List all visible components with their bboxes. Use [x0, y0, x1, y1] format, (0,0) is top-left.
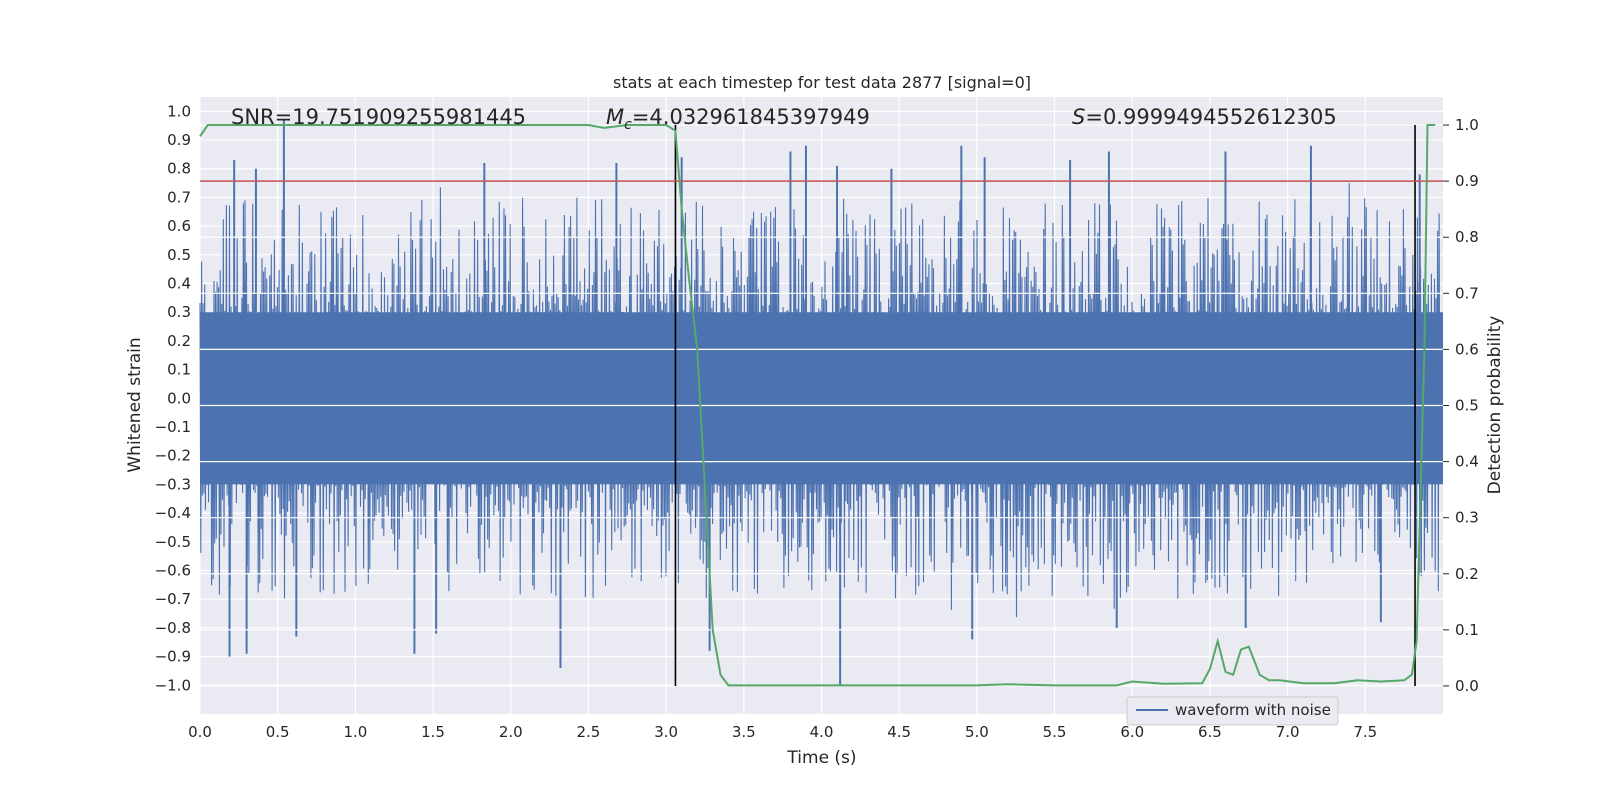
- waveform-core-band: [200, 312, 1443, 485]
- y-right-tick-label: 0.6: [1455, 340, 1479, 358]
- y-left-tick-label: 0.6: [167, 217, 191, 235]
- s-symbol: S: [1072, 105, 1085, 129]
- mc-value: =4.032961845397949: [632, 105, 870, 129]
- y-right-tick-label: 0.7: [1455, 284, 1479, 302]
- y-left-tick-label: −0.9: [155, 648, 191, 666]
- y-right-tick-label: 0.2: [1455, 565, 1479, 583]
- x-tick-label: 2.0: [499, 723, 523, 741]
- y-left-axis-label: Whitened strain: [125, 337, 145, 472]
- y-left-tick-label: −0.7: [155, 590, 191, 608]
- x-tick-label: 4.5: [887, 723, 911, 741]
- y-right-axis-label: Detection probability: [1485, 316, 1505, 495]
- y-right-tick-labels: 1.0 0.9 0.8 0.7 0.6 0.5 0.4 0.3 0.2 0.1 0.0: [1443, 116, 1479, 695]
- x-tick-label: 3.0: [654, 723, 678, 741]
- y-left-tick-label: 0.9: [167, 131, 191, 149]
- x-tick-label: 5.5: [1043, 723, 1067, 741]
- chart-title: stats at each timestep for test data 287…: [613, 73, 1031, 92]
- s-annotation: S=0.9999494552612305: [1072, 105, 1337, 129]
- y-right-tick-label: 0.1: [1455, 621, 1479, 639]
- y-left-tick-label: 1.0: [167, 102, 191, 120]
- x-tick-label: 6.5: [1198, 723, 1222, 741]
- legend-label: waveform with noise: [1175, 701, 1331, 719]
- y-left-tick-label: −0.2: [155, 447, 191, 465]
- detection-probability-line: [199, 124, 1436, 687]
- y-left-tick-label: −0.5: [155, 533, 191, 551]
- y-left-tick-label: −0.1: [155, 418, 191, 436]
- x-tick-label: 5.0: [965, 723, 989, 741]
- y-right-tick-label: 0.9: [1455, 172, 1479, 190]
- legend: waveform with noise: [1126, 696, 1339, 726]
- s-value: =0.9999494552612305: [1085, 105, 1336, 129]
- y-left-tick-label: 0.4: [167, 275, 191, 293]
- legend-box: [1126, 696, 1339, 726]
- x-tick-label: 0.5: [266, 723, 290, 741]
- y-left-tick-label: −1.0: [155, 676, 191, 694]
- snr-annotation: SNR=19.751909255981445: [231, 105, 526, 129]
- x-tick-label: 7.5: [1353, 723, 1377, 741]
- y-left-tick-label: −0.8: [155, 619, 191, 637]
- y-left-tick-label: 0.8: [167, 160, 191, 178]
- y-left-tick-label: 0.0: [167, 389, 191, 407]
- y-right-tick-label: 1.0: [1455, 116, 1479, 134]
- x-tick-label: 1.5: [421, 723, 445, 741]
- x-tick-label: 0.0: [188, 723, 212, 741]
- x-axis-label: Time (s): [786, 748, 856, 768]
- mc-subscript: c: [624, 117, 632, 133]
- x-tick-labels: 0.0 0.5 1.0 1.5 2.0 2.5 3.0 3.5 4.0 4.5 5.0 5.5 6.0 6…: [188, 723, 1377, 741]
- y-left-tick-label: 0.1: [167, 361, 191, 379]
- y-right-tick-label: 0.4: [1455, 453, 1479, 471]
- vertical-markers: [674, 125, 1416, 686]
- y-right-tick-label: 0.3: [1455, 509, 1479, 527]
- y-left-tick-label: −0.6: [155, 562, 191, 580]
- y-right-tick-label: 0.0: [1455, 677, 1479, 695]
- y-left-tick-label: −0.4: [155, 504, 191, 522]
- y-left-tick-label: 0.2: [167, 332, 191, 350]
- x-tick-label: 2.5: [577, 723, 601, 741]
- x-tick-label: 7.0: [1276, 723, 1300, 741]
- y-right-tick-label: 0.8: [1455, 228, 1479, 246]
- x-tick-label: 4.0: [810, 723, 834, 741]
- chirp-mass-annotation: Mc=4.032961845397949: [606, 105, 870, 133]
- y-left-tick-label: 0.7: [167, 188, 191, 206]
- y-left-tick-label: −0.3: [155, 475, 191, 493]
- x-tick-label: 6.0: [1120, 723, 1144, 741]
- mc-symbol: M: [606, 105, 624, 129]
- y-left-tick-label: 0.5: [167, 246, 191, 264]
- x-tick-label: 1.0: [343, 723, 367, 741]
- y-left-tick-label: 0.3: [167, 303, 191, 321]
- y-right-tick-label: 0.5: [1455, 397, 1479, 415]
- y-left-tick-labels: 1.0 0.9 0.8 0.7 0.6 0.5 0.4 0.3 0.2 0.1 0.0 −0.1 −0.…: [155, 102, 191, 694]
- x-tick-label: 3.5: [732, 723, 756, 741]
